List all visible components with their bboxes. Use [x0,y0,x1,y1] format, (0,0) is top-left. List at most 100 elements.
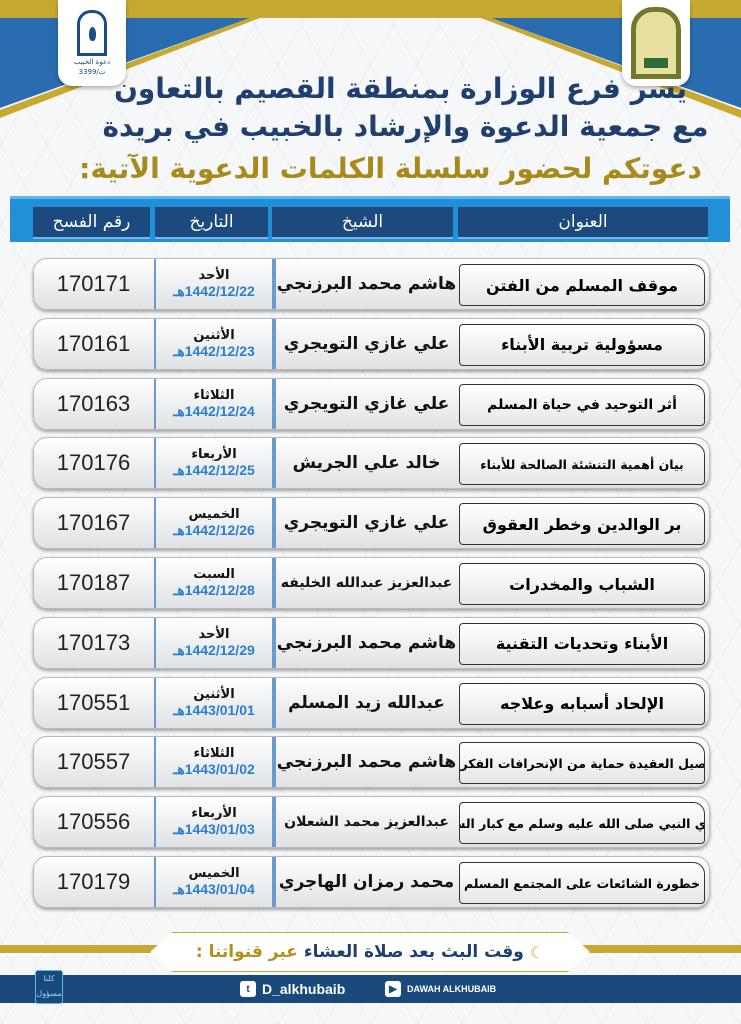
sheikh-name: علي غازي التويجري [274,378,457,429]
date-cell: الثلاثاء 1443/01/02هـ [154,737,274,788]
header-permit: رقم الفسح [33,207,150,239]
header-sheikh: الشيخ [272,207,453,239]
broadcast-banner: ☾ وقت البث بعد صلاة العشاء عبر قنواتنا : [150,932,590,972]
table-row: 170556 الأربعاء 1443/01/03هـ عبدالعزيز مح… [33,796,710,849]
crescent-icon: ☾ [529,942,545,962]
day-name: الأربعاء [191,806,237,822]
permit-number: 170161 [56,330,131,356]
ministry-logo [622,0,690,86]
sheikh-name: علي غازي التويجري [274,498,457,549]
hijri-date: 1442/12/25هـ [173,462,255,479]
date-cell: السبت 1442/12/28هـ [154,558,274,608]
lecture-title: تأصيل العقيدة حماية من الإنحرافات الفكري… [459,742,705,785]
table-row: 170171 الأحد 1442/12/22هـ هاشم محمد البرز… [33,258,710,310]
day-name: الأربعاء [191,447,237,463]
badge-line: كلنا [43,974,55,983]
footer-bar: t D_alkhubaib ▶ DAWAH ALKHUBAIB [0,975,741,1003]
lecture-title: خطورة الشائعات على المجتمع المسلم [459,862,705,904]
date-cell: الأحد 1442/12/22هـ [154,259,274,309]
permit-number: 170556 [56,809,131,835]
day-name: الأثنين [193,686,235,702]
sheikh-name: هاشم محمد البرزنجي [274,737,457,788]
sheikh-name: علي غازي التويجري [274,318,457,369]
kulna-masool-badge: كلنا مسؤول [35,970,63,1004]
permit-number: 170551 [56,689,131,715]
broadcast-text: وقت البث بعد صلاة العشاء [303,942,524,962]
twitter-link[interactable]: t D_alkhubaib [240,981,345,997]
heading-line-1: يسر فرع الوزارة بمنطقة القصيم بالتعاون [113,72,688,105]
table-row: 170163 الثلاثاء 1442/12/24هـ علي غازي الت… [33,377,710,430]
table-row: 170551 الأثنين 1443/01/01هـ عبدالله زيد ا… [33,676,710,729]
lecture-title: أثر التوحيد في حياة المسلم [459,383,705,426]
lecture-title: الأبناء وتحديات التقنية [459,622,705,665]
heading-line-2: مع جمعية الدعوة والإرشاد بالخبيب في بريد… [102,110,709,143]
twitter-handle: D_alkhubaib [262,981,346,997]
table-row: 170161 الأثنين 1442/12/23هـ علي غازي التو… [33,317,710,370]
logo-number: 3399/ت [78,68,106,76]
badge-line: مسؤول [36,989,62,998]
lecture-title: الإلحاد أسبابه وعلاجه [459,682,705,725]
permit-number: 170179 [56,869,131,894]
date-cell: الثلاثاء 1442/12/24هـ [154,378,274,429]
date-cell: الأربعاء 1442/12/25هـ [154,438,274,489]
table-row: 170167 الخميس 1442/12/26هـ علي غازي التوي… [33,497,710,550]
association-logo: دعوة الخبيب 3399/ت [58,0,126,86]
channels-text: عبر قنواتنا : [195,942,298,962]
hijri-date: 1443/01/02هـ [173,761,255,778]
sheikh-name: عبدالله زيد المسلم [274,677,457,728]
permit-number: 170557 [56,749,131,775]
header-date: التاريخ [155,207,268,239]
lecture-title: موقف المسلم من الفتن [459,264,705,306]
hijri-date: 1443/01/03هـ [173,821,255,838]
table-row: 170187 السبت 1442/12/28هـ عبدالعزيز عبدال… [33,557,710,609]
lecture-title: بيان أهمية التنشئة الصالحة للأبناء [459,443,705,486]
table-row: 170173 الأحد 1442/12/29هـ هاشم محمد البرز… [33,616,710,669]
sheikh-name: خالد علي الجريش [274,438,457,489]
permit-number: 170163 [56,390,131,416]
header-title: العنوان [458,207,708,239]
day-name: الثلاثاء [193,387,235,403]
date-cell: الأثنين 1443/01/01هـ [154,677,274,728]
day-name: الثلاثاء [193,746,235,762]
table-row: 170179 الخميس 1443/01/04هـ محمد رمزان اله… [33,856,710,908]
table-row: 170557 الثلاثاء 1443/01/02هـ هاشم محمد ال… [33,736,710,789]
youtube-icon: ▶ [385,981,401,997]
lamp-icon [77,10,107,56]
sheikh-name: هاشم محمد البرزنجي [274,617,457,668]
permit-number: 170176 [56,450,131,476]
day-name: الأثنين [193,327,235,343]
hijri-date: 1443/01/04هـ [173,881,255,897]
day-name: الأحد [198,626,230,642]
day-name: السبت [193,567,235,582]
heading-line-3: دعوتكم لحضور سلسلة الكلمات الدعوية الآتي… [79,152,702,185]
hijri-date: 1442/12/26هـ [173,522,255,539]
permit-number: 170167 [56,510,131,536]
sheikh-name: عبدالعزيز عبدالله الخليفه [274,558,457,608]
permit-number: 170171 [56,271,131,296]
sheikh-name: هاشم محمد البرزنجي [274,259,457,309]
lecture-title: الشباب والمخدرات [459,563,705,605]
twitter-icon: t [240,981,256,997]
table-row: 170176 الأربعاء 1442/12/25هـ خالد علي الج… [33,437,710,490]
hijri-date: 1442/12/29هـ [173,641,255,658]
youtube-link[interactable]: ▶ DAWAH ALKHUBAIB [385,981,496,997]
day-name: الخميس [188,866,240,881]
permit-number: 170173 [56,629,131,655]
day-name: الأحد [198,268,230,283]
hijri-date: 1442/12/24هـ [173,402,255,419]
lecture-title: مسؤولية تربية الأبناء [459,323,705,366]
hijri-date: 1442/12/23هـ [173,342,255,359]
logo-text: دعوة الخبيب [73,58,111,66]
lecture-title: بر الوالدين وخطر العقوق [459,503,705,546]
day-name: الخميس [188,507,240,523]
permit-number: 170187 [56,570,131,595]
youtube-channel: DAWAH ALKHUBAIB [407,984,497,994]
table-header: رقم الفسح التاريخ الشيخ العنوان [10,196,730,242]
mosque-arch-icon [631,7,681,79]
hijri-date: 1442/12/28هـ [173,582,255,598]
sheikh-name: محمد رمزان الهاجري [274,857,457,907]
date-cell: الأثنين 1442/12/23هـ [154,318,274,369]
hijri-date: 1442/12/22هـ [173,283,255,299]
date-cell: الأربعاء 1443/01/03هـ [154,797,274,848]
top-gold-band [0,0,741,18]
